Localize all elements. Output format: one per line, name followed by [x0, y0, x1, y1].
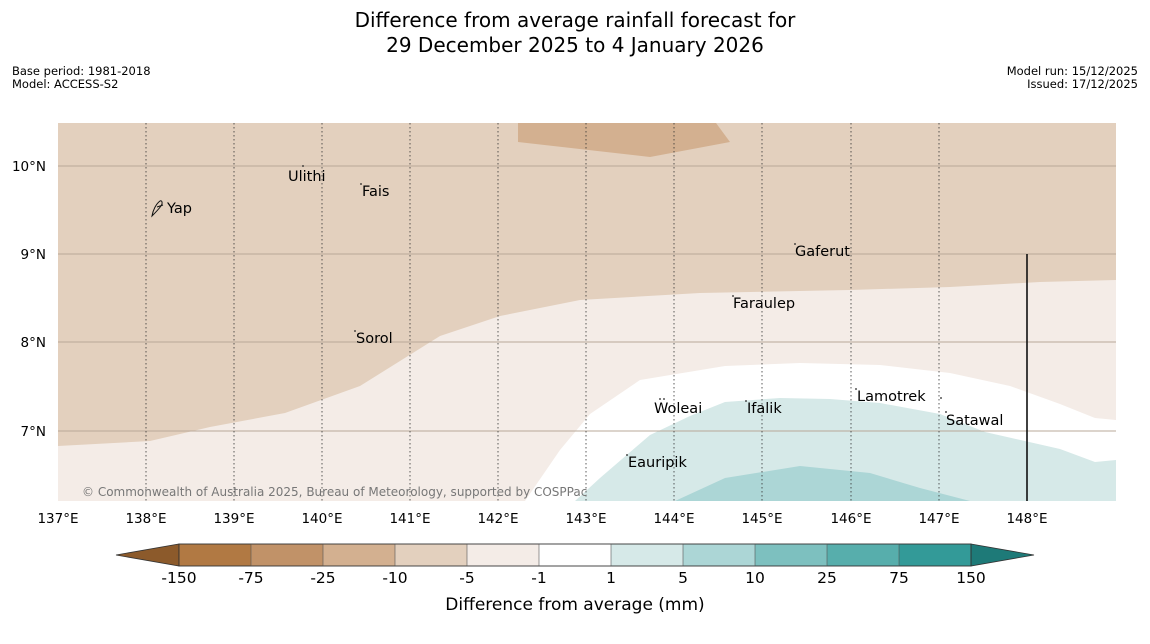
- marker-woleai-b: [663, 398, 665, 400]
- lon-label-138e: 138°E: [125, 511, 166, 527]
- colorbar-dividers: [250, 544, 900, 566]
- model-name: Model: ACCESS-S2: [12, 77, 119, 91]
- lon-label-137e: 137°E: [37, 511, 78, 527]
- colorbar-tick: -10: [382, 569, 407, 587]
- place-ulithi: Ulithi: [288, 169, 326, 185]
- colorbar-swatch: [899, 544, 971, 566]
- colorbar-tick: 25: [817, 569, 837, 587]
- colorbar-swatch: [251, 544, 323, 566]
- place-yap: Yap: [166, 201, 192, 217]
- drier-patch: [518, 123, 730, 157]
- lon-label-142e: 142°E: [477, 511, 518, 527]
- base-period: Base period: 1981-2018: [12, 64, 151, 78]
- colorbar-tick: -25: [310, 569, 335, 587]
- marker-lamotrek: [855, 388, 857, 390]
- marker-satawal: [945, 411, 947, 413]
- longitude-gridlines: [145, 123, 940, 501]
- wetter-region: [675, 466, 970, 501]
- place-fais: Fais: [362, 184, 389, 200]
- place-woleai: Woleai: [654, 401, 702, 417]
- colorbar-swatch: [683, 544, 755, 566]
- colorbar-extend-high: [970, 543, 1035, 567]
- lat-label-10n: 10°N: [12, 159, 46, 175]
- place-ifalik: Ifalik: [747, 401, 782, 417]
- place-gaferut: Gaferut: [795, 244, 850, 260]
- colorbar-tick: -5: [459, 569, 474, 587]
- latitude-labels: 10°N 9°N 8°N 7°N: [12, 159, 46, 440]
- colorbar-tick: -75: [238, 569, 263, 587]
- marker-eauripik: [626, 454, 628, 456]
- lon-label-141e: 141°E: [389, 511, 430, 527]
- marker-sorol: [354, 330, 356, 332]
- place-lamotrek: Lamotrek: [857, 389, 926, 405]
- lon-label-148e: 148°E: [1006, 511, 1047, 527]
- run-info: Model run: 15/12/2025 Issued: 17/12/2025: [1007, 65, 1138, 91]
- colorbar-frame: [178, 543, 972, 567]
- title-line-1: Difference from average rainfall forecas…: [354, 8, 796, 32]
- lon-label-146e: 146°E: [830, 511, 871, 527]
- lon-label-147e: 147°E: [918, 511, 959, 527]
- lat-label-8n: 8°N: [21, 335, 46, 351]
- marker-lamotrek-east: [940, 397, 942, 399]
- colorbar-swatch: [467, 544, 539, 566]
- latitude-gridlines: [58, 165, 1116, 432]
- island-markers: [302, 165, 947, 456]
- issued-date: Issued: 17/12/2025: [1027, 77, 1138, 91]
- lat-label-7n: 7°N: [21, 424, 46, 440]
- lon-label-145e: 145°E: [741, 511, 782, 527]
- colorbar-label: Difference from average (mm): [445, 595, 704, 615]
- place-faraulep: Faraulep: [733, 296, 795, 312]
- colorbar-tick: 5: [678, 569, 688, 587]
- colorbar-swatch: [827, 544, 899, 566]
- base-info: Base period: 1981-2018 Model: ACCESS-S2: [12, 65, 151, 91]
- map-title: Difference from average rainfall forecas…: [0, 8, 1150, 58]
- marker-gaferut: [794, 243, 796, 245]
- yap-island-outline: [151, 200, 164, 218]
- place-satawal: Satawal: [946, 413, 1003, 429]
- colorbar-tick: 1: [606, 569, 616, 587]
- colorbar-swatch: [179, 544, 251, 566]
- place-eauripik: Eauripik: [628, 455, 687, 471]
- model-run-date: Model run: 15/12/2025: [1006, 64, 1138, 78]
- colorbar-tick: 75: [889, 569, 909, 587]
- map-panel: Ulithi Fais Yap Gaferut Faraulep Sorol L…: [58, 123, 1116, 501]
- colorbar-extend-low: [115, 543, 180, 567]
- colorbar-swatch: [323, 544, 395, 566]
- lon-label-144e: 144°E: [653, 511, 694, 527]
- marker-woleai-a: [659, 398, 661, 400]
- lon-label-143e: 143°E: [565, 511, 606, 527]
- marker-faraulep: [732, 295, 734, 297]
- colorbar-tick: -1: [531, 569, 546, 587]
- colorbar-swatch: [395, 544, 467, 566]
- colorbar-swatch: [539, 544, 611, 566]
- lon-label-139e: 139°E: [213, 511, 254, 527]
- colorbar: -150 -75 -25 -10 -5 -1 1 5 10 25 75 150 …: [115, 543, 1035, 615]
- marker-ulithi: [302, 165, 304, 167]
- colorbar-tick: -150: [161, 569, 196, 587]
- place-sorol: Sorol: [356, 331, 393, 347]
- marker-fais: [360, 183, 362, 185]
- longitude-labels: 137°E 138°E 139°E 140°E 141°E 142°E 143°…: [37, 511, 1047, 527]
- copyright-credit: © Commonwealth of Australia 2025, Bureau…: [82, 485, 587, 499]
- marker-ifalik: [745, 400, 747, 402]
- title-line-2: 29 December 2025 to 4 January 2026: [386, 33, 764, 57]
- lat-label-9n: 9°N: [21, 247, 46, 263]
- colorbar-swatch: [755, 544, 827, 566]
- colorbar-tick: 10: [745, 569, 765, 587]
- colorbar-tick: 150: [956, 569, 986, 587]
- colorbar-swatch: [611, 544, 683, 566]
- lon-label-140e: 140°E: [301, 511, 342, 527]
- slightly-wet-region: [575, 398, 1116, 501]
